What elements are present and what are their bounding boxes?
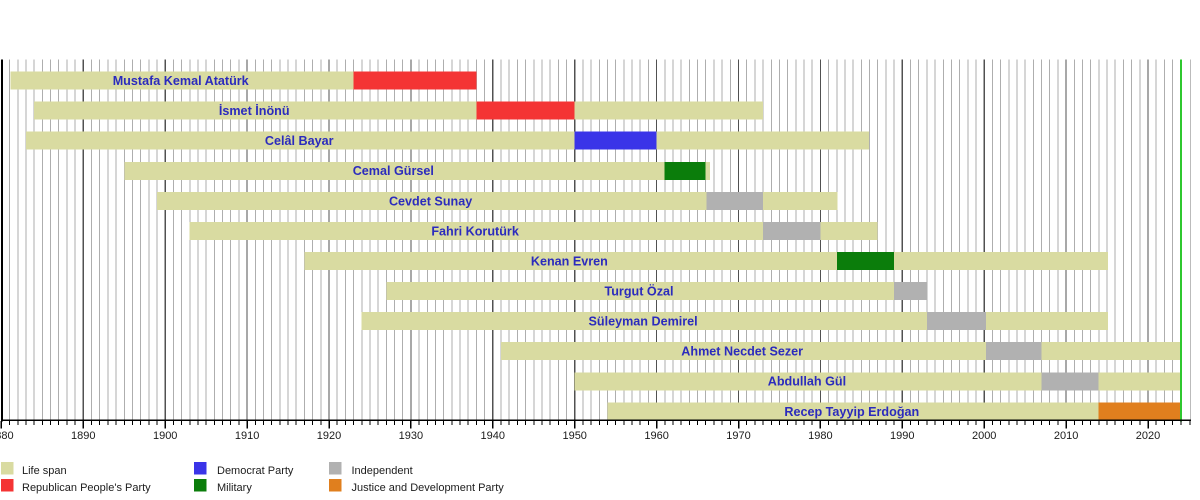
svg-text:1960: 1960 <box>644 430 668 442</box>
svg-text:1970: 1970 <box>726 430 750 442</box>
svg-text:1950: 1950 <box>562 430 586 442</box>
svg-text:1930: 1930 <box>399 430 423 442</box>
svg-text:Independent: Independent <box>352 465 413 477</box>
svg-text:Military: Military <box>217 482 252 494</box>
svg-text:2000: 2000 <box>972 430 996 442</box>
svg-text:Democrat Party: Democrat Party <box>217 465 294 477</box>
svg-text:Celâl Bayar: Celâl Bayar <box>265 134 334 148</box>
svg-text:Kenan Evren: Kenan Evren <box>531 254 608 268</box>
svg-text:İsmet İnönü: İsmet İnönü <box>219 103 290 118</box>
svg-text:1990: 1990 <box>890 430 914 442</box>
svg-text:2010: 2010 <box>1054 430 1078 442</box>
svg-text:1910: 1910 <box>235 430 259 442</box>
svg-text:1900: 1900 <box>153 430 177 442</box>
svg-text:Mustafa Kemal Atatürk: Mustafa Kemal Atatürk <box>113 74 250 88</box>
svg-text:Süleyman Demirel: Süleyman Demirel <box>588 315 697 329</box>
svg-text:1920: 1920 <box>317 430 341 442</box>
svg-text:1880: 1880 <box>0 430 14 442</box>
svg-text:Cemal Gürsel: Cemal Gürsel <box>353 164 434 178</box>
svg-text:Justice and Development Party: Justice and Development Party <box>352 482 505 494</box>
svg-text:1890: 1890 <box>71 430 95 442</box>
svg-text:Abdullah Gül: Abdullah Gül <box>768 375 846 389</box>
svg-text:1940: 1940 <box>481 430 505 442</box>
svg-text:Cevdet Sunay: Cevdet Sunay <box>389 194 472 208</box>
svg-text:Fahri Korutürk: Fahri Korutürk <box>431 224 519 238</box>
svg-text:2020: 2020 <box>1136 430 1160 442</box>
svg-text:Turgut Özal: Turgut Özal <box>604 284 673 299</box>
svg-text:Life span: Life span <box>22 465 67 477</box>
svg-text:Republican People's Party: Republican People's Party <box>22 482 151 494</box>
svg-text:Ahmet Necdet Sezer: Ahmet Necdet Sezer <box>681 345 803 359</box>
svg-text:Recep Tayyip Erdoğan: Recep Tayyip Erdoğan <box>784 405 919 419</box>
svg-text:1980: 1980 <box>808 430 832 442</box>
